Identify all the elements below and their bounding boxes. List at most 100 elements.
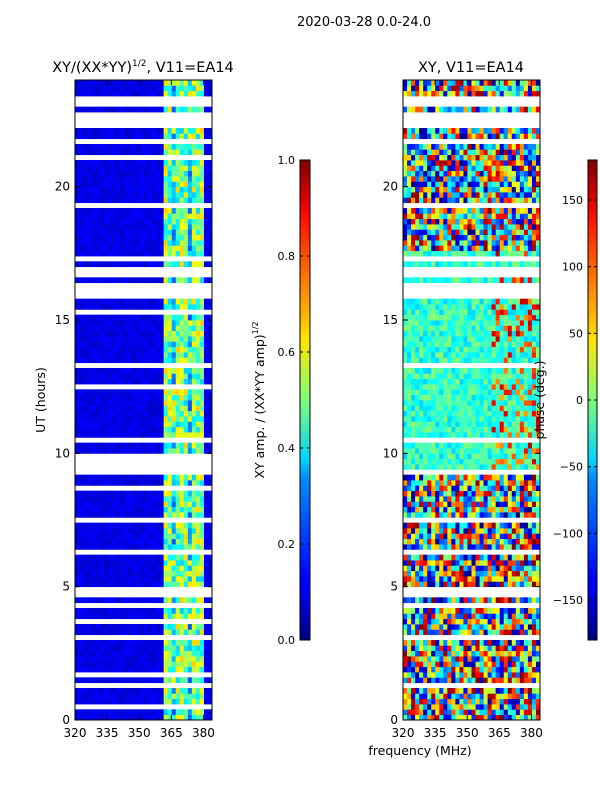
amplitude-heatmap-cell xyxy=(87,357,92,364)
amplitude-heatmap-cell xyxy=(123,405,128,412)
phase-heatmap-cell xyxy=(531,394,537,401)
phase-heatmap-cell xyxy=(467,656,472,662)
phase-heatmap-cell xyxy=(487,608,493,614)
amplitude-heatmap-cell xyxy=(191,208,197,214)
amplitude-heatmap-cell xyxy=(95,186,100,193)
phase-heatmap-cell xyxy=(507,688,513,694)
amplitude-heatmap-cell xyxy=(87,581,92,588)
amplitude-heatmap-cell xyxy=(143,229,148,236)
amplitude-heatmap-cell xyxy=(135,629,140,636)
phase-heatmap-cell xyxy=(519,656,525,662)
amplitude-heatmap-cell xyxy=(91,208,96,214)
phase-heatmap-cell xyxy=(535,565,540,572)
phase-heatmap-cell xyxy=(479,426,484,433)
amplitude-heatmap-cell xyxy=(175,224,181,230)
phase-heatmap-cell xyxy=(463,704,468,710)
amplitude-heatmap-cell xyxy=(163,277,169,284)
amplitude-heatmap-cell xyxy=(107,149,112,156)
phase-heatmap-cell xyxy=(415,533,420,540)
phase-heatmap-cell xyxy=(507,704,513,710)
amplitude-heatmap-cell xyxy=(135,352,140,358)
phase-heatmap-cell xyxy=(419,597,424,604)
amplitude-heatmap-cell xyxy=(135,528,140,534)
phase-heatmap-cell xyxy=(535,533,540,540)
amplitude-heatmap-cell xyxy=(123,394,128,401)
amplitude-heatmap-cell xyxy=(167,421,173,428)
amplitude-heatmap-cell xyxy=(103,346,108,353)
amplitude-heatmap-cell xyxy=(159,218,165,225)
phase-heatmap-cell xyxy=(435,666,440,673)
amplitude-heatmap-cell xyxy=(159,565,165,572)
phase-heatmap-cell xyxy=(511,629,517,636)
amplitude-heatmap-cell xyxy=(111,133,116,140)
phase-heatmap-cell xyxy=(463,410,468,417)
phase-heatmap-cell xyxy=(511,618,517,625)
phase-heatmap-cell xyxy=(523,464,529,470)
phase-heatmap-cell xyxy=(403,394,408,401)
phase-heatmap-cell xyxy=(511,704,517,710)
phase-heatmap-cell xyxy=(427,544,432,550)
amplitude-heatmap-cell xyxy=(127,581,132,588)
amplitude-heatmap-cell xyxy=(123,373,128,380)
amplitude-heatmap-cell xyxy=(155,544,161,550)
amplitude-heatmap-cell xyxy=(75,709,80,716)
amplitude-heatmap-cell xyxy=(151,544,156,550)
amplitude-heatmap-cell xyxy=(103,645,108,652)
phase-heatmap-cell xyxy=(427,485,432,492)
phase-heatmap-cell xyxy=(515,656,521,662)
phase-heatmap-cell xyxy=(431,533,436,540)
amplitude-heatmap-cell xyxy=(195,85,201,92)
amplitude-heatmap-cell xyxy=(131,624,136,630)
amplitude-heatmap-cell xyxy=(195,160,201,166)
amplitude-heatmap-cell xyxy=(83,128,88,134)
amplitude-heatmap-cell xyxy=(123,709,128,716)
amplitude-heatmap-cell xyxy=(95,213,100,220)
phase-heatmap-cell xyxy=(523,528,529,534)
amplitude-heatmap-cell xyxy=(175,261,181,268)
amplitude-heatmap-cell xyxy=(207,368,212,374)
amplitude-heatmap-cell xyxy=(91,165,96,172)
amplitude-heatmap-cell xyxy=(83,714,88,720)
phase-heatmap-cell xyxy=(491,554,497,561)
phase-heatmap-cell xyxy=(407,581,412,588)
amplitude-heatmap-cell xyxy=(123,181,128,188)
phase-heatmap-cell xyxy=(439,640,444,646)
amplitude-heatmap-cell xyxy=(107,250,112,257)
amplitude-heatmap-cell xyxy=(135,250,140,257)
amplitude-heatmap-cell xyxy=(115,693,120,700)
phase-heatmap-cell xyxy=(431,704,436,710)
phase-heatmap-cell xyxy=(535,485,540,492)
amplitude-heatmap-cell xyxy=(91,416,96,422)
amplitude-heatmap-cell xyxy=(203,474,209,481)
amplitude-heatmap-cell xyxy=(83,474,88,481)
amplitude-heatmap-cell xyxy=(111,341,116,348)
phase-heatmap-cell xyxy=(483,474,489,481)
phase-heatmap-cell xyxy=(451,357,456,364)
phase-heatmap-cell xyxy=(507,581,513,588)
amplitude-heatmap-cell xyxy=(147,560,152,566)
phase-heatmap-cell xyxy=(463,442,468,449)
amplitude-heatmap-cell xyxy=(171,128,177,134)
phase-heatmap-cell xyxy=(535,389,540,396)
amplitude-heatmap-cell xyxy=(183,330,189,337)
phase-heatmap-cell xyxy=(447,544,452,550)
phase-heatmap-cell xyxy=(479,522,484,529)
amplitude-heatmap-cell xyxy=(203,490,209,497)
amplitude-heatmap-cell xyxy=(135,277,140,284)
amplitude-heatmap-cell xyxy=(99,650,104,657)
amplitude-heatmap-cell xyxy=(139,506,144,513)
phase-heatmap-cell xyxy=(427,464,432,470)
phase-heatmap-cell xyxy=(471,373,476,380)
amplitude-heatmap-cell xyxy=(115,554,120,561)
phase-heatmap-cell xyxy=(503,544,509,550)
phase-heatmap-cell xyxy=(491,464,497,470)
amplitude-heatmap-cell xyxy=(199,597,205,604)
amplitude-heatmap-cell xyxy=(147,426,152,433)
amplitude-heatmap-cell xyxy=(179,261,185,268)
phase-heatmap-cell xyxy=(491,608,497,614)
amplitude-heatmap-cell xyxy=(119,378,124,385)
phase-heatmap-cell xyxy=(431,608,436,614)
amplitude-heatmap-cell xyxy=(107,576,112,582)
amplitude-heatmap-cell xyxy=(135,474,140,481)
